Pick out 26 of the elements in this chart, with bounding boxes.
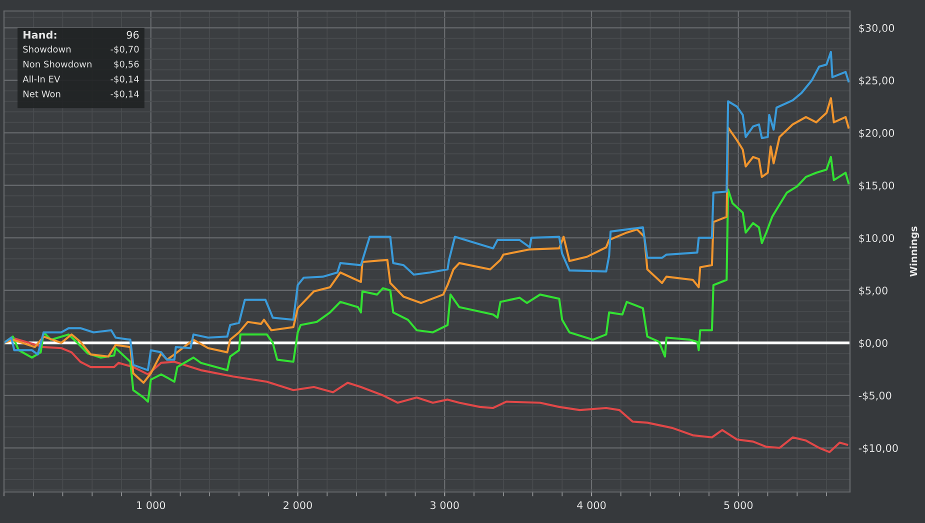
annotation: Hand:: [24, 30, 56, 39]
x-tick-label: 5 000: [724, 501, 753, 510]
annotation: $0,56: [114, 60, 139, 69]
annotation: Net Won: [24, 90, 60, 98]
y-tick-label: $0,00: [859, 338, 888, 348]
y-tick-label: $20,00: [859, 128, 894, 138]
y-tick-label: $15,00: [859, 181, 894, 191]
y-tick-label: $10,00: [859, 234, 894, 244]
annotation: -$0,70: [110, 46, 139, 54]
x-tick-label: 4 000: [577, 501, 606, 510]
y-tick-label: $30,00: [859, 24, 894, 34]
y-tick-label: $25,00: [859, 76, 894, 86]
line-series: [4, 97, 850, 384]
annotation: -$0,14: [110, 75, 139, 84]
annotation: Showdown: [23, 46, 71, 53]
annotation: All-In EV: [22, 75, 60, 82]
annotation: 96: [126, 30, 139, 39]
y-tick-label: $5,00: [859, 286, 888, 296]
y-tick-label: -$5,00: [858, 391, 892, 401]
x-tick-label: 3 000: [430, 501, 459, 510]
x-tick-label: 2 000: [284, 501, 312, 510]
y-axis-title: Winnings: [910, 226, 920, 277]
annotation: Non Showdown: [24, 60, 92, 68]
x-tick-label: 1 000: [137, 501, 166, 510]
annotation: -$0,14: [110, 90, 139, 99]
y-tick-label: -$10,00: [858, 444, 898, 454]
